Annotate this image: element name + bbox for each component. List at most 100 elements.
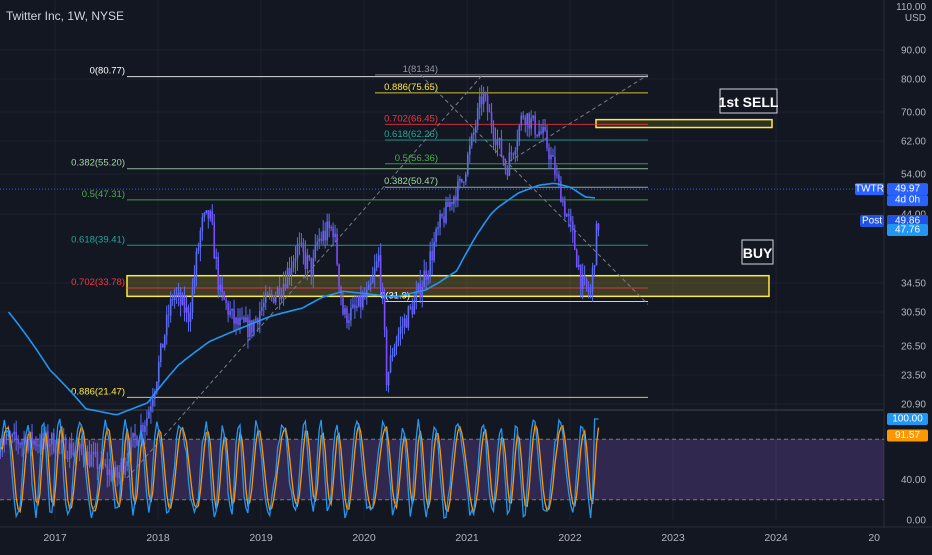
candle-body[interactable] (377, 255, 380, 262)
candle-body[interactable] (524, 117, 527, 125)
candle-body[interactable] (64, 437, 67, 459)
candle-body[interactable] (233, 308, 235, 324)
sell-annotation-box[interactable] (719, 88, 778, 114)
candle-body[interactable] (585, 278, 588, 288)
candle-body[interactable] (25, 439, 27, 451)
candle-body[interactable] (3, 439, 6, 445)
candle-body[interactable] (41, 432, 43, 447)
candle-body[interactable] (482, 93, 485, 105)
candle-body[interactable] (132, 432, 134, 438)
candle-body[interactable] (520, 115, 523, 126)
candle-body[interactable] (401, 326, 404, 328)
candle-body[interactable] (447, 201, 449, 207)
candle-body[interactable] (324, 230, 326, 241)
candle-body[interactable] (260, 307, 263, 312)
candle-body[interactable] (494, 138, 497, 146)
candle-body[interactable] (575, 249, 578, 268)
osc-d-badge[interactable]: 91.57 (895, 430, 920, 441)
candle-body[interactable] (423, 270, 426, 287)
candle-body[interactable] (241, 317, 243, 319)
candle-body[interactable] (72, 452, 75, 456)
candle-body[interactable] (82, 451, 85, 461)
candle-body[interactable] (298, 243, 301, 245)
candle-body[interactable] (264, 293, 267, 303)
candle-body[interactable] (589, 291, 592, 293)
candle-body[interactable] (118, 471, 120, 479)
candle-body[interactable] (348, 320, 350, 323)
candle-body[interactable] (235, 317, 237, 324)
candle-body[interactable] (255, 318, 257, 321)
candle-body[interactable] (506, 169, 509, 176)
candle-body[interactable] (108, 469, 111, 475)
candle-body[interactable] (35, 440, 37, 446)
candle-body[interactable] (80, 443, 83, 452)
candle-body[interactable] (310, 257, 313, 277)
candle-body[interactable] (346, 308, 348, 323)
candle-body[interactable] (58, 441, 61, 443)
candle-body[interactable] (373, 268, 376, 277)
candle-body[interactable] (369, 283, 372, 285)
candle-body[interactable] (189, 312, 192, 322)
candle-body[interactable] (342, 297, 344, 315)
candle-body[interactable] (571, 221, 574, 230)
candle-body[interactable] (522, 115, 525, 118)
candle-body[interactable] (288, 267, 291, 275)
annotations[interactable]: 1st SELL BUY (719, 88, 779, 265)
candle-body[interactable] (229, 310, 231, 315)
candle-body[interactable] (344, 308, 346, 315)
candle-body[interactable] (544, 127, 546, 131)
ma-price-badge[interactable]: 47.76 (895, 224, 920, 235)
candle-body[interactable] (205, 210, 208, 214)
candle-body[interactable] (465, 174, 467, 182)
candle-body[interactable] (367, 284, 370, 290)
candle-body[interactable] (383, 295, 386, 330)
stochastic-d-line[interactable] (0, 422, 600, 514)
candle-body[interactable] (562, 201, 564, 203)
candle-body[interactable] (318, 238, 321, 242)
fib-diagonal[interactable] (420, 74, 649, 305)
candle-body[interactable] (302, 242, 305, 252)
candle-body[interactable] (577, 264, 580, 268)
candle-body[interactable] (191, 287, 194, 313)
candle-body[interactable] (193, 277, 196, 288)
candle-body[interactable] (478, 96, 481, 108)
candle-body[interactable] (413, 300, 416, 315)
candle-body[interactable] (207, 210, 210, 219)
candle-body[interactable] (94, 451, 97, 453)
candle-body[interactable] (556, 174, 558, 176)
candle-body[interactable] (225, 299, 227, 304)
candle-body[interactable] (417, 283, 420, 292)
candle-body[interactable] (569, 215, 572, 222)
candle-body[interactable] (316, 241, 319, 246)
candle-body[interactable] (463, 181, 465, 183)
candle-body[interactable] (112, 475, 115, 481)
candle-body[interactable] (280, 296, 283, 300)
candle-body[interactable] (437, 227, 439, 229)
candle-body[interactable] (134, 432, 136, 437)
candle-body[interactable] (221, 284, 223, 293)
candle-body[interactable] (262, 302, 265, 308)
candle-body[interactable] (201, 217, 204, 231)
ticker-badge[interactable]: TWTR (855, 184, 884, 195)
candle-body[interactable] (397, 333, 400, 341)
candle-body[interactable] (124, 466, 126, 475)
candle-body[interactable] (528, 113, 530, 129)
candle-body[interactable] (47, 431, 49, 447)
candle-body[interactable] (163, 335, 166, 348)
candle-body[interactable] (308, 255, 311, 258)
candle-body[interactable] (215, 256, 218, 259)
candle-body[interactable] (381, 286, 384, 296)
candle-body[interactable] (534, 115, 536, 135)
candle-body[interactable] (157, 362, 160, 383)
candle-body[interactable] (593, 265, 596, 268)
candle-body[interactable] (546, 130, 548, 148)
candle-body[interactable] (425, 270, 427, 280)
candle-body[interactable] (552, 154, 554, 157)
candle-body[interactable] (306, 255, 309, 269)
candle-body[interactable] (583, 275, 586, 279)
last-price-badge-bg[interactable] (887, 183, 928, 196)
symbol-title[interactable]: Twitter Inc, 1W, NYSE (6, 9, 125, 23)
candle-body[interactable] (78, 443, 81, 449)
candle-body[interactable] (130, 437, 132, 461)
